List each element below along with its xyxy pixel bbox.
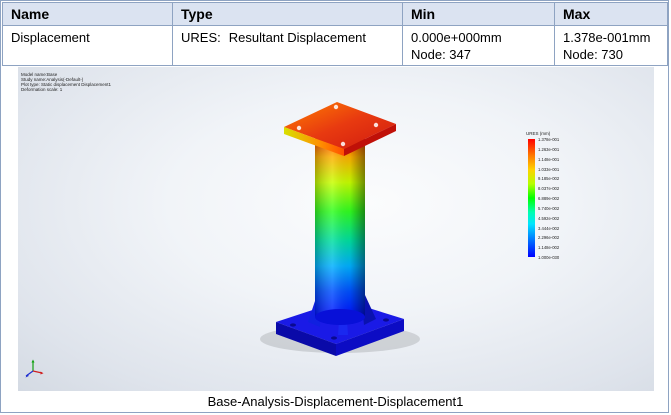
result-plot-view: Model name:Base Study name:Analysis(-Def…: [18, 67, 654, 391]
results-header-row: Name Type Min Max: [2, 2, 668, 26]
legend-label: 3.444e-002: [538, 225, 560, 231]
result-type-desc: Resultant Displacement: [228, 30, 367, 45]
result-type-code: URES:: [181, 30, 221, 45]
plot-info-block: Model name:Base Study name:Analysis(-Def…: [21, 72, 111, 92]
header-max: Max: [554, 2, 668, 26]
table-row: Displacement URES: Resultant Displacement…: [2, 25, 668, 66]
legend-label: 1.148e-001: [538, 156, 560, 162]
results-table: Name Type Min Max Displacement URES: Resu…: [2, 2, 668, 66]
cell-max: 1.378e-001mm Node: 730: [554, 25, 668, 66]
legend-title: URES (mm): [526, 131, 551, 136]
legend-label: 9.185e-002: [538, 176, 560, 182]
study-name-text: Study name:Analysis(-Default-): [21, 77, 84, 82]
cell-name: Displacement: [2, 25, 173, 66]
cell-type: URES: Resultant Displacement: [172, 25, 403, 66]
plot-type-text: Plot type: Static displacement Displacem…: [21, 82, 112, 87]
legend-color-bar: [528, 139, 535, 257]
legend-label: 1.148e-002: [538, 245, 560, 251]
legend-label: 5.740e-002: [538, 205, 560, 211]
deformation-scale-text: Deformation scale: 1: [21, 87, 63, 92]
max-value: 1.378e-001mm: [563, 30, 651, 45]
legend-label: 1.263e-001: [538, 146, 560, 152]
legend-label: 6.889e-002: [538, 196, 560, 201]
legend-label: 2.296e-002: [538, 235, 560, 241]
header-min: Min: [402, 2, 555, 26]
legend-label: 8.037e-002: [538, 186, 560, 192]
plot-caption: Base-Analysis-Displacement-Displacement1: [207, 394, 464, 409]
axis-triad-icon: [25, 359, 44, 378]
result-name: Displacement: [11, 30, 90, 45]
legend-label: 4.592e-002: [538, 215, 560, 221]
color-legend: URES (mm) 1.378e-001 1.263e-001 1.148e-001…: [526, 131, 586, 261]
column: [315, 135, 365, 325]
model-render: [260, 102, 420, 356]
model-name-text: Model name:Base: [21, 72, 58, 77]
header-name: Name: [2, 2, 173, 26]
max-node: Node: 730: [563, 47, 623, 62]
legend-labels: 1.378e-001 1.263e-001 1.148e-001 1.033e-001…: [538, 137, 578, 261]
min-node: Node: 347: [411, 47, 471, 62]
header-type: Type: [172, 2, 403, 26]
legend-label: 1.378e-001: [538, 137, 560, 142]
legend-label: 1.000e-030: [538, 255, 560, 260]
min-value: 0.000e+000mm: [411, 30, 502, 45]
legend-label: 1.033e-001: [538, 166, 560, 172]
top-plate: [284, 102, 396, 156]
cell-min: 0.000e+000mm Node: 347: [402, 25, 555, 66]
